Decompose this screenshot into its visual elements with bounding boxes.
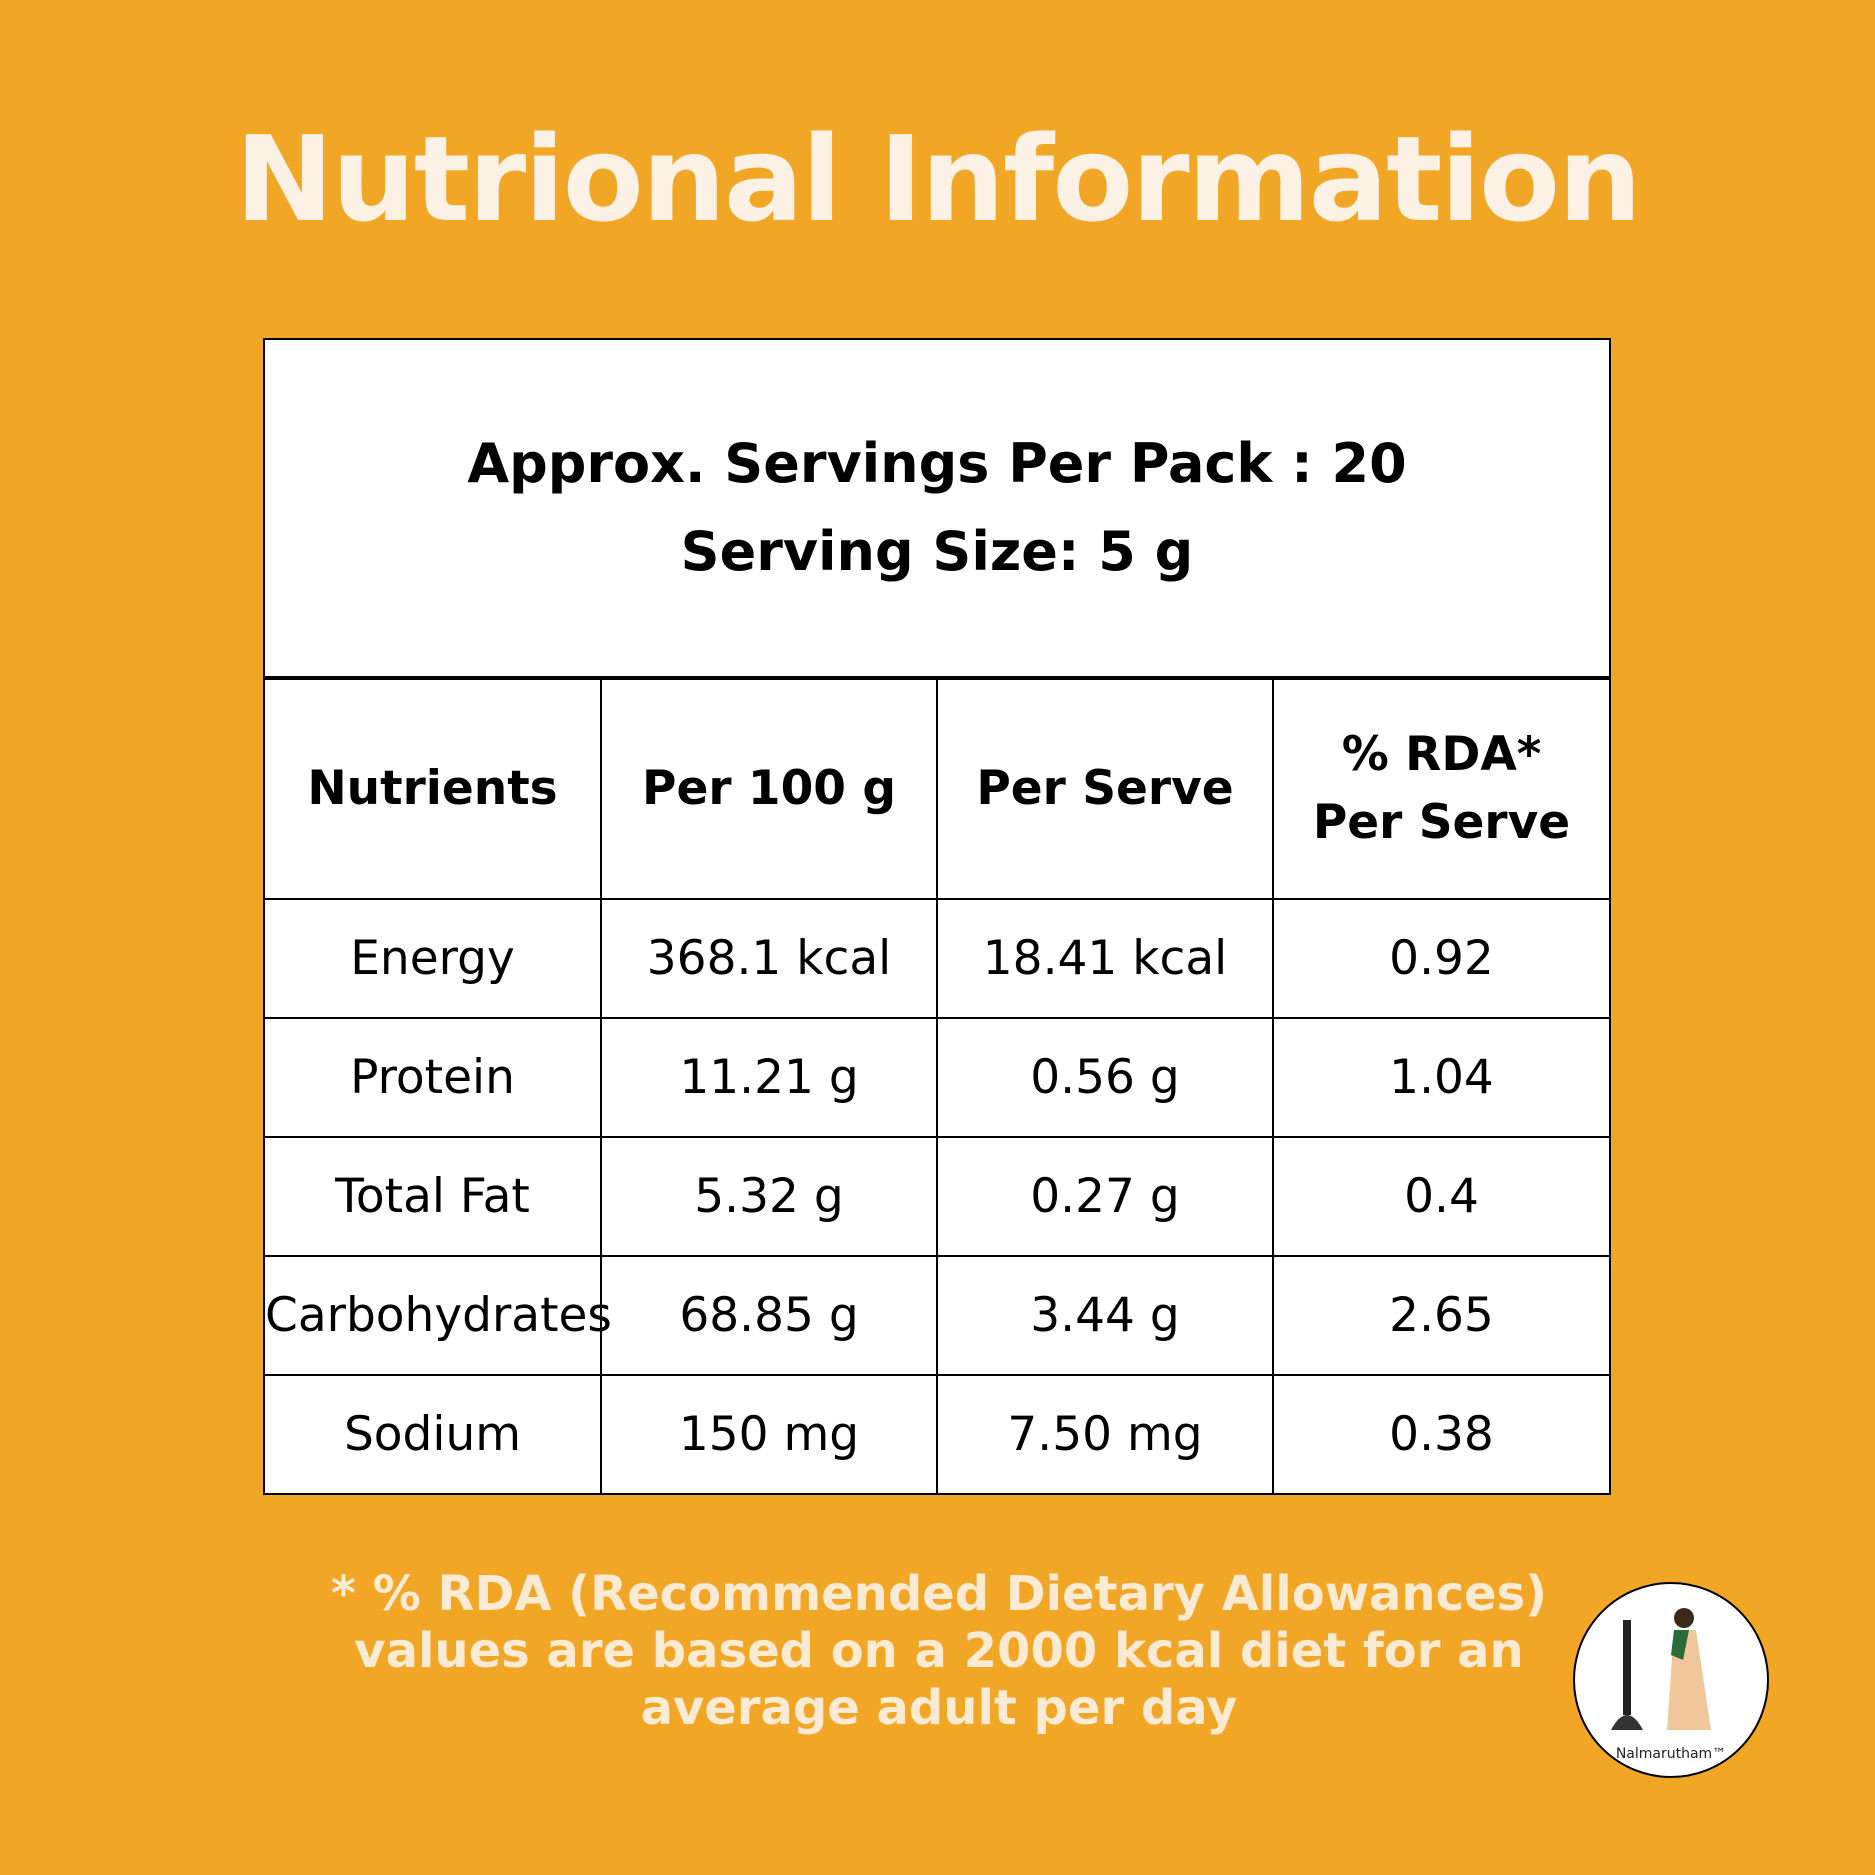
table-cell: 1.04 [1272,1017,1609,1138]
nutrition-table: Approx. Servings Per Pack : 20 Serving Si… [263,338,1611,1495]
logo-mortar [1611,1715,1643,1730]
table-cell: 11.21 g [600,1017,938,1138]
table-cell: Energy [265,898,602,1019]
serving-line: Approx. Servings Per Pack : 20 [467,432,1407,495]
column-header: Nutrients [265,678,602,900]
serving-header: Approx. Servings Per Pack : 20 Serving Si… [265,340,1609,678]
table-cell: 0.4 [1272,1136,1609,1257]
table-cell: 18.41 kcal [936,898,1274,1019]
column-header: Per Serve [936,678,1274,900]
column-header-row: Nutrients Per 100 g Per Serve % RDA* Per Ser… [265,678,1609,900]
logo-head [1674,1608,1694,1628]
table-cell: 3.44 g [936,1255,1274,1376]
table-cell: Carbohydrates [265,1255,612,1376]
column-header-line: Per 100 g [642,761,896,816]
logo-blouse [1671,1630,1689,1660]
column-header-line: Per Serve [1312,795,1571,850]
table-cell: 368.1 kcal [600,898,938,1019]
footnote: * % RDA (Recommended Dietary Allowances)… [239,1566,1639,1737]
title: Nutrional Information [234,110,1642,248]
logo-text: Nalmarutham™ [1616,1746,1726,1762]
footnote-line: average adult per day [640,1680,1238,1736]
table-cell: 0.92 [1272,898,1609,1019]
table-row: Sodium 150 mg 7.50 mg 0.38 [265,1374,1609,1493]
table-row: Energy 368.1 kcal 18.41 kcal 0.92 [265,898,1609,1019]
column-header-line: Per Serve [976,761,1234,816]
table-cell: Sodium [265,1374,602,1493]
table-row: Total Fat 5.32 g 0.27 g 0.4 [265,1136,1609,1257]
table-cell: Total Fat [265,1136,602,1257]
column-header-line: % RDA* [1341,727,1542,782]
footnote-line: values are based on a 2000 kcal diet for… [354,1623,1524,1679]
table-cell: 0.27 g [936,1136,1274,1257]
column-header-line: Nutrients [307,761,558,816]
table: Nutrients Per 100 g Per Serve % RDA* Per Ser… [265,678,1609,1493]
table-cell: 2.65 [1272,1255,1609,1376]
table-cell: 0.38 [1272,1374,1609,1493]
column-header: Per 100 g [600,678,938,900]
table-cell: 0.56 g [936,1017,1274,1138]
table-cell: 150 mg [600,1374,938,1493]
table-cell: 5.32 g [600,1136,938,1257]
table-cell: 7.50 mg [936,1374,1274,1493]
column-header: % RDA* Per Serve [1272,678,1609,900]
logo: Nalmarutham™ [1573,1582,1769,1778]
table-row: Carbohydrates 68.85 g 3.44 g 2.65 [265,1255,1609,1376]
logo-pestle [1623,1620,1631,1715]
serving-line: Serving Size: 5 g [680,520,1194,583]
table-cell: 68.85 g [600,1255,938,1376]
table-cell: Protein [265,1017,602,1138]
footnote-line: * % RDA (Recommended Dietary Allowances) [330,1566,1548,1622]
table-row: Protein 11.21 g 0.56 g 1.04 [265,1017,1609,1138]
